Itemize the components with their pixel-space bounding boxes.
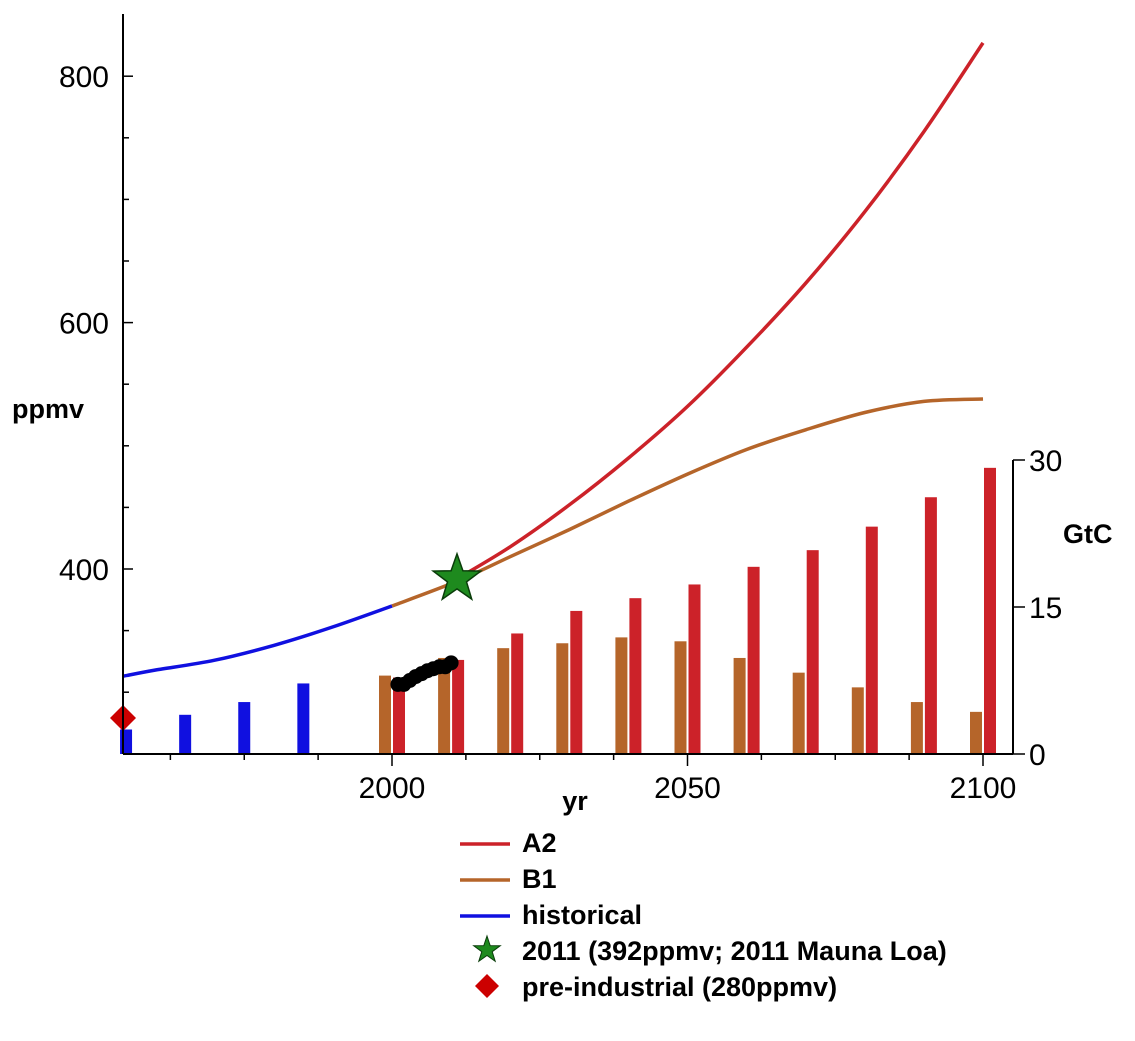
bar-a2-2060 [747,566,760,754]
bar-b1-2060 [733,657,746,754]
y2-tick-label-30: 30 [1029,445,1062,478]
bar-a2-2070 [806,550,819,754]
line-b1 [391,397,984,608]
legend-star-icon [472,934,502,963]
axes-layer: 400 600 800 0 15 30 2000 2050 2100 [59,14,1062,805]
bar-a2-2100 [984,467,996,754]
bar-historical-1955 [120,729,133,754]
bar-a2-2090 [924,497,937,754]
bar-b1-2040 [615,637,628,754]
x-tick-label-2050: 2050 [654,772,721,805]
y-axis-title: ppmv [12,394,84,424]
bar-a2-2050 [688,584,701,754]
bar-b1-2010 [438,657,451,754]
bar-a2-2080 [865,526,878,754]
x-tick-label-2100: 2100 [950,772,1017,805]
x-axis-title: yr [562,786,588,816]
bar-b1-2030 [556,643,569,754]
markers-layer [110,551,483,731]
lines-layer [122,41,985,678]
bar-a2-2030 [570,610,583,754]
bar-b1-2070 [792,672,805,754]
bar-historical-1975 [238,702,251,754]
legend-label-2011-392ppmv-2011-mauna-loa: 2011 (392ppmv; 2011 Mauna Loa) [522,936,947,966]
y2-tick-label-15: 15 [1029,592,1062,625]
y-tick-label-400: 400 [59,554,109,587]
legend-diamond-icon [475,974,499,998]
bar-b1-2000 [379,675,391,754]
bar-historical-1965 [179,714,192,754]
star-marker-2011 [431,551,483,601]
bar-b1-2090 [910,702,923,754]
bar-a2-2010 [452,659,465,754]
y-tick-label-800: 800 [59,61,109,94]
y2-tick-label-0: 0 [1029,739,1046,772]
observation-point-2010 [443,655,459,671]
legend-label-a2: A2 [522,828,557,858]
legend-label-historical: historical [522,900,642,930]
legend-label-pre-industrial-280ppmv: pre-industrial (280ppmv) [522,972,837,1002]
bar-a2-2020 [511,633,524,754]
bar-b1-2020 [497,648,510,754]
y-tick-label-600: 600 [59,308,109,341]
x-tick-label-2000: 2000 [359,772,426,805]
bar-a2-2000 [393,677,405,754]
bar-b1-2100 [970,711,982,754]
bars-layer [120,467,996,754]
line-a2 [456,41,985,581]
line-historical [122,604,393,678]
bar-historical-1985 [297,683,310,754]
bar-a2-2040 [629,598,642,754]
legend-label-b1: B1 [522,864,557,894]
y2-axis-title: GtC [1063,519,1113,549]
bar-b1-2050 [674,641,687,754]
legend: A2 B1 historical 2011 (392ppmv; 2011 Mauna … [460,828,947,1002]
bar-b1-2080 [851,687,864,754]
